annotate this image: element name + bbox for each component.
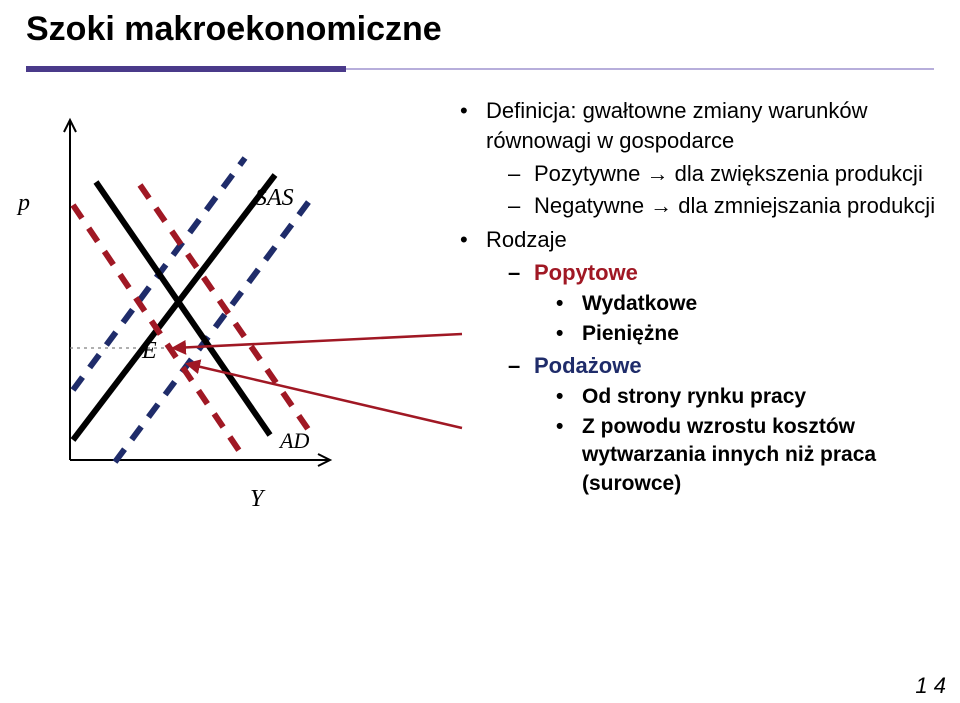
bullet-positive: Pozytywne → dla zwiększenia produkcji [508, 159, 950, 189]
bullet-od-strony: Od strony rynku pracy [556, 383, 950, 411]
bullet-z-powodu: Z powodu wzrostu kosztów wytwarzania inn… [556, 413, 950, 498]
svg-text:p: p [16, 190, 30, 216]
svg-text:SAS: SAS [255, 185, 294, 211]
bullet-pieniezne: Pieniężne [556, 320, 950, 348]
svg-text:Y: Y [250, 486, 266, 512]
bullet-wydatkowe: Wydatkowe [556, 290, 950, 318]
slide-title: Szoki makroekonomiczne [26, 10, 442, 49]
page-number: 1 4 [915, 675, 946, 697]
bullet-definition: Definicja: gwałtowne zmiany warunków rów… [460, 96, 950, 155]
as-ad-diagram: p SAS E AD Y [10, 90, 410, 520]
svg-text:AD: AD [278, 428, 309, 453]
bullet-negative: Negatywne → dla zmniejszania produkcji [508, 191, 950, 221]
svg-text:E: E [141, 338, 157, 364]
bullet-popytowe: Popytowe [508, 258, 950, 288]
content-list: Definicja: gwałtowne zmiany warunków rów… [460, 92, 950, 500]
bullet-podazowe: Podażowe [508, 351, 950, 381]
title-underline [26, 66, 934, 72]
bullet-rodzaje: Rodzaje [460, 225, 950, 255]
